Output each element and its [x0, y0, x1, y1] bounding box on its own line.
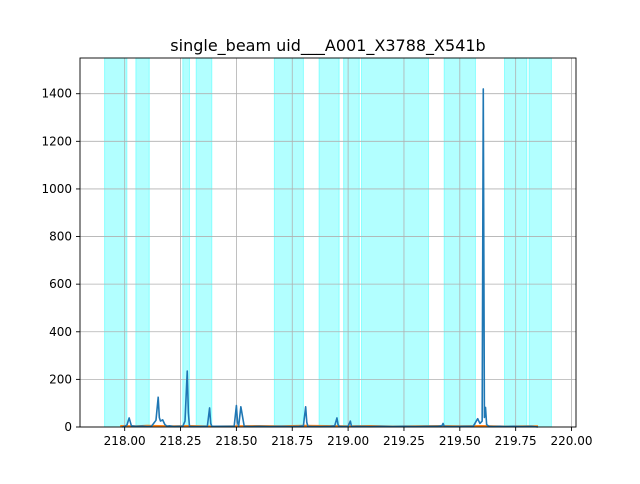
axes: 218.00 218.25 218.50 218.75 219.00 219.25 219.… [41, 57, 593, 448]
y-tick-label-5: 1000 [41, 182, 72, 196]
series-lines [120, 88, 539, 428]
grid-lines [80, 58, 576, 428]
highlight-region-0 [104, 57, 128, 428]
y-tick-label-1: 200 [49, 372, 72, 386]
x-tick-label-7: 219.75 [495, 434, 537, 448]
plot-frame [79, 57, 577, 428]
y-tick-label-6: 1200 [41, 134, 72, 148]
chart-title: single_beam uid___A001_X3788_X541b [170, 36, 485, 56]
x-tick-label-6: 219.50 [439, 434, 481, 448]
highlight-region-3 [195, 57, 213, 428]
x-tick-label-5: 219.25 [383, 434, 425, 448]
highlight-region-2 [182, 57, 190, 428]
y-tick-label-4: 800 [49, 230, 72, 244]
highlight-region-6 [343, 57, 360, 428]
highlight-region-5 [318, 57, 340, 428]
y-tick-label-3: 600 [49, 277, 72, 291]
highlight-region-1 [135, 57, 150, 428]
highlight-region-7 [361, 57, 430, 428]
y-tick-label-2: 400 [49, 325, 72, 339]
series-line-0 [122, 88, 539, 428]
y-tick-label-7: 1400 [41, 87, 72, 101]
x-tick-label-1: 218.25 [160, 434, 202, 448]
highlight-region-10 [528, 57, 552, 428]
x-tick-label-2: 218.50 [215, 434, 257, 448]
y-tick-label-0: 0 [64, 420, 72, 434]
highlight-regions [104, 57, 552, 428]
x-tick-label-4: 219.00 [327, 434, 369, 448]
highlight-region-4 [273, 57, 304, 428]
x-tick-label-3: 218.75 [271, 434, 313, 448]
x-tick-label-8: 220.00 [551, 434, 593, 448]
x-tick-label-0: 218.00 [104, 434, 146, 448]
